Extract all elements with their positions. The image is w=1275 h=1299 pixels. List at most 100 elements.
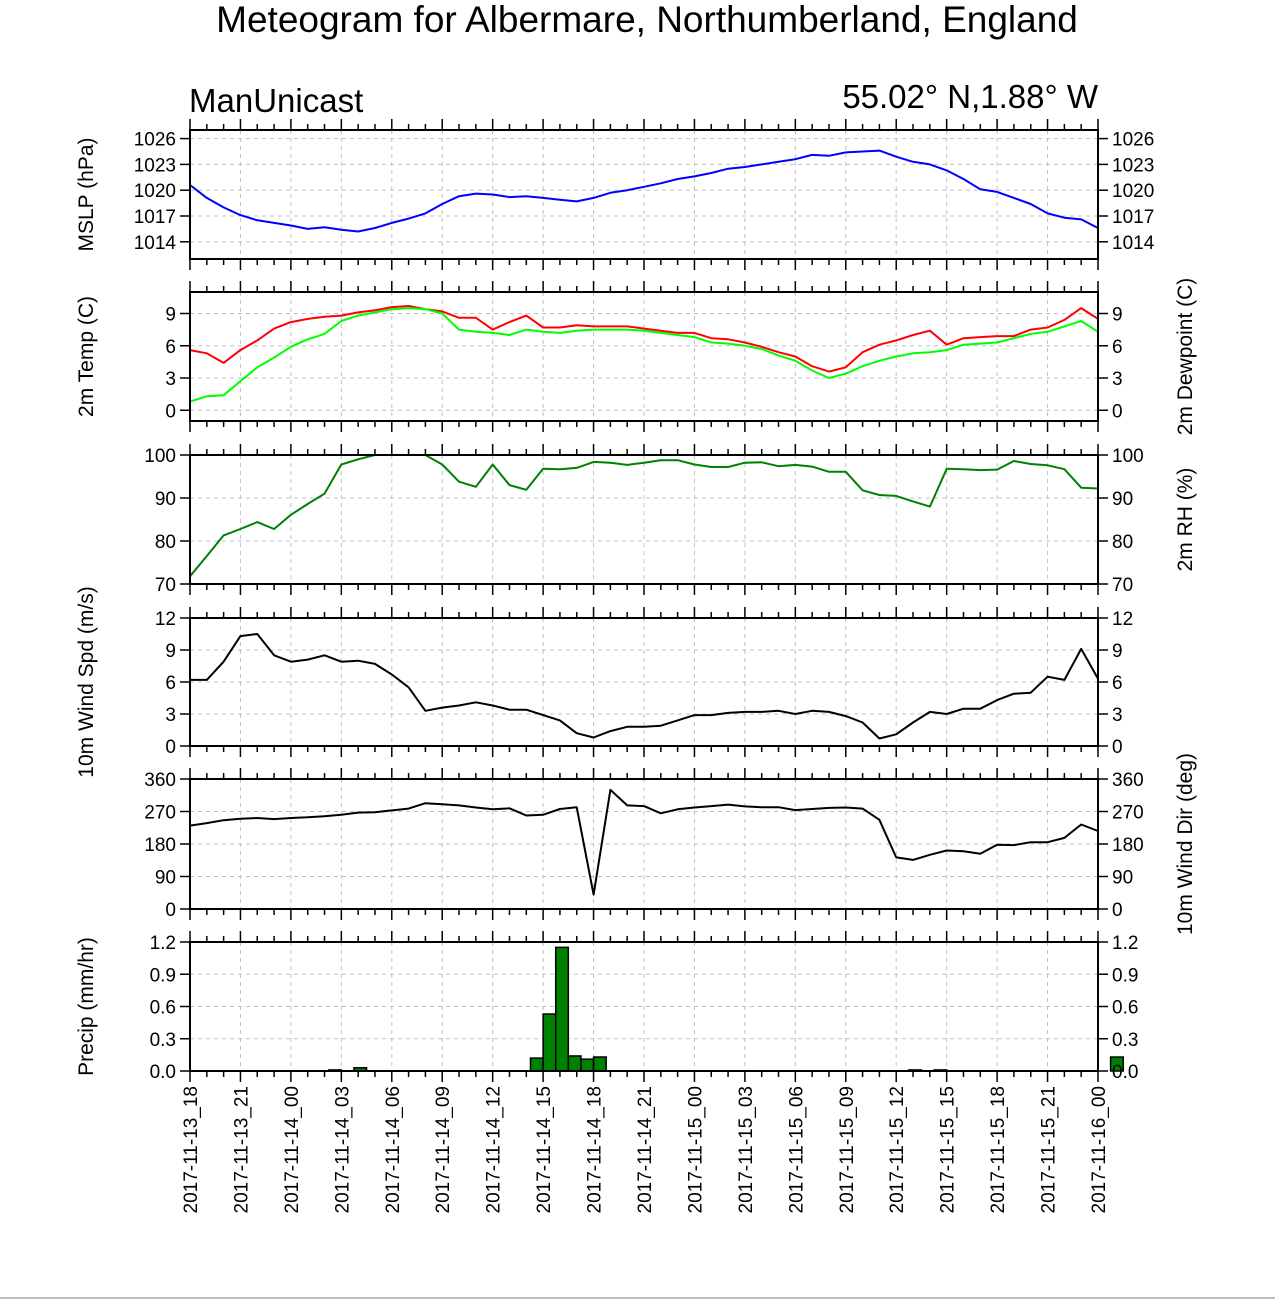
meteogram-panels: 1014 1014 1017 1017 1020 1020 1023 1023 1026 1026… [75, 119, 1197, 1213]
y-tick-label-right: 100 [1112, 446, 1144, 467]
precip-bar [554, 946, 570, 1072]
series-line-1 [189, 454, 1099, 577]
y-tick-label-left: 90 [155, 489, 176, 510]
y-tick-label-right: 70 [1112, 575, 1133, 596]
y-tick-label-left: 9 [165, 305, 176, 326]
y-tick-label-left: 100 [144, 446, 176, 467]
y-tick-label-right: 80 [1112, 532, 1133, 553]
y-tick-label-right: 6 [1112, 337, 1123, 358]
panel-6: 0.0 0.0 0.3 0.3 0.6 0.6 0.9 0.9 1.2 1.2 Precip (mm… [75, 931, 1138, 1083]
y-tick-label-right: 0.0 [1112, 1062, 1138, 1083]
x-tick-label: 2017-11-14_03 [332, 1086, 353, 1213]
y-tick-label-right: 1026 [1112, 130, 1154, 151]
y-tick-label-left: 0.0 [150, 1062, 176, 1083]
x-tick-label: 2017-11-14_09 [433, 1086, 454, 1213]
y-tick-label-right: 1017 [1112, 207, 1154, 228]
precip-bar [592, 1056, 607, 1072]
series-line-1 [190, 633, 1099, 740]
y-tick-label-right: 0 [1112, 900, 1123, 921]
x-tick-label: 2017-11-15_06 [786, 1086, 807, 1213]
y-tick-label-right: 9 [1112, 641, 1123, 662]
precip-bar [1109, 1056, 1124, 1072]
location-coordinates-label: 55.02° N,1.88° W [842, 78, 1099, 115]
series-line-1 [189, 149, 1099, 233]
y-tick-label-left: 0 [165, 900, 176, 921]
panel-3: 70 70 80 80 90 90 100 100 2m RH (%) [144, 444, 1197, 596]
y-tick-label-left: 0.6 [150, 998, 176, 1019]
x-tick-label: 2017-11-13_18 [181, 1086, 202, 1213]
y-tick-label-left: 180 [144, 835, 176, 856]
y-tick-label-right: 9 [1112, 305, 1123, 326]
y-tick-label-left: 1020 [134, 181, 176, 202]
x-tick-label: 2017-11-15_03 [736, 1086, 757, 1213]
y-tick-label-left: 12 [155, 609, 176, 630]
series-line-2 [189, 307, 1099, 403]
y-tick-label-left: 80 [155, 532, 176, 553]
chart-title: Meteogram for Albermare, Northumberland,… [216, 0, 1078, 40]
x-tick-label: 2017-11-15_15 [938, 1086, 959, 1213]
panel-2: 0 0 3 3 6 6 9 9 2m Temp (C) 2m Dewpoint (C) [75, 278, 1197, 436]
x-tick-label: 2017-11-14_12 [484, 1086, 505, 1213]
x-tick-label: 2017-11-14_21 [635, 1086, 656, 1213]
y-tick-label-left: 360 [144, 770, 176, 791]
y-tick-label-right: 90 [1112, 489, 1133, 510]
y-tick-label-right: 1020 [1112, 181, 1154, 202]
y-tick-label-right: 1.2 [1112, 933, 1138, 954]
y-tick-label-left: 6 [165, 673, 176, 694]
x-tick-label: 2017-11-15_00 [685, 1086, 706, 1213]
x-tick-label: 2017-11-14_06 [383, 1086, 404, 1213]
precip-bar [567, 1055, 582, 1072]
y-tick-label-left: 6 [165, 337, 176, 358]
y-tick-label-left: 70 [155, 575, 176, 596]
y-tick-label-left: 1.2 [150, 933, 176, 954]
y-tick-label-right: 0.6 [1112, 998, 1138, 1019]
y-axis-label-left: 2m Temp (C) [75, 296, 98, 417]
y-tick-label-left: 3 [165, 705, 176, 726]
x-tick-label: 2017-11-14_18 [585, 1086, 606, 1213]
y-tick-label-right: 90 [1112, 868, 1133, 889]
y-tick-label-right: 360 [1112, 770, 1144, 791]
y-tick-label-right: 1014 [1112, 233, 1155, 254]
x-tick-label: 2017-11-15_18 [988, 1086, 1009, 1213]
model-name-label: ManUnicast [189, 82, 363, 119]
x-tick-label: 2017-11-16_00 [1089, 1086, 1110, 1213]
y-tick-label-left: 270 [144, 803, 176, 824]
y-tick-label-left: 0.3 [150, 1030, 176, 1051]
x-tick-label: 2017-11-15_21 [1039, 1086, 1060, 1213]
x-tick-label: 2017-11-15_09 [837, 1086, 858, 1213]
precip-bar [580, 1058, 595, 1072]
panel-1: 1014 1014 1017 1017 1020 1020 1023 1023 1026 1026… [75, 119, 1155, 270]
y-axis-label-left: 10m Wind Spd (m/s) [75, 586, 98, 777]
y-tick-label-left: 1026 [134, 130, 176, 151]
y-tick-label-right: 0 [1112, 737, 1123, 758]
y-tick-label-left: 0.9 [150, 965, 176, 986]
series-line-1 [189, 788, 1099, 896]
y-tick-label-right: 270 [1112, 803, 1144, 824]
y-tick-label-right: 180 [1112, 835, 1144, 856]
y-tick-label-left: 90 [155, 868, 176, 889]
y-tick-label-right: 0.3 [1112, 1030, 1138, 1051]
y-tick-label-right: 0 [1112, 401, 1123, 422]
y-tick-label-left: 1023 [134, 155, 176, 176]
x-tick-label: 2017-11-14_00 [282, 1086, 303, 1213]
panel-5: 0 0 90 90 180 180 270 270 360 360 10m Wind Dir (de… [144, 753, 1197, 935]
x-tick-label: 2017-11-13_21 [231, 1086, 252, 1213]
y-tick-label-left: 3 [165, 369, 176, 390]
y-axis-label-left: Precip (mm/hr) [75, 937, 98, 1076]
y-tick-label-left: 9 [165, 641, 176, 662]
y-tick-label-right: 0.9 [1112, 965, 1138, 986]
y-axis-label-right: 10m Wind Dir (deg) [1174, 753, 1197, 935]
y-tick-label-right: 12 [1112, 609, 1133, 630]
x-tick-label: 2017-11-15_12 [887, 1086, 908, 1213]
x-tick-label: 2017-11-14_15 [534, 1086, 555, 1213]
y-tick-label-right: 1023 [1112, 155, 1154, 176]
bottom-divider [0, 1297, 1275, 1299]
series-line-1 [189, 305, 1099, 373]
y-tick-label-right: 3 [1112, 369, 1123, 390]
precip-bar [542, 1013, 557, 1072]
y-axis-label-right: 2m Dewpoint (C) [1174, 278, 1197, 436]
panel-4: 0 0 3 3 6 6 9 9 12 12 10m Wind Spd (m/s) [75, 586, 1133, 777]
y-tick-label-right: 3 [1112, 705, 1123, 726]
y-tick-label-left: 0 [165, 737, 176, 758]
y-tick-label-left: 1017 [134, 207, 176, 228]
